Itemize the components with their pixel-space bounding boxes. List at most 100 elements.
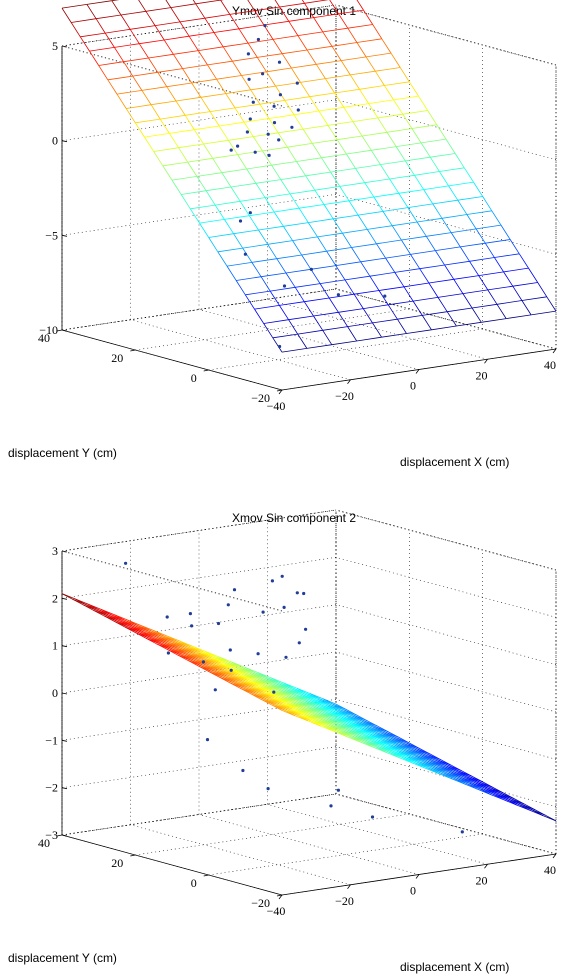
mesh-line [199,219,225,224]
mesh-line [226,265,237,281]
mesh-line [380,739,395,746]
mesh-line [171,641,185,648]
mesh-line [414,755,429,762]
mesh-line [336,730,350,737]
mesh-line [326,247,352,252]
mesh-line [407,203,433,208]
mesh-line [354,715,368,722]
mesh-line [302,700,316,707]
mesh-line [396,744,410,751]
mesh-line [108,614,123,621]
box-edge [61,288,337,331]
mesh-line [385,254,411,259]
mesh-line [123,57,149,63]
z-tick-mark [61,787,68,790]
surface-mesh [61,0,557,353]
mesh-line [261,272,287,278]
mesh-line [381,333,407,338]
mesh-line [354,735,369,742]
mesh-line [296,157,322,162]
mesh-line [445,138,456,154]
y-tick-label: −20 [251,391,270,405]
mesh-line [309,693,324,700]
mesh-line [343,103,369,108]
mesh-line [163,642,178,649]
mesh-line [155,21,181,26]
mesh-line [100,609,115,615]
data-point [329,804,333,808]
wall-gridline [335,651,557,713]
mesh-line [229,14,240,30]
mesh-line [236,667,251,674]
mesh-line [250,686,264,693]
mesh-line [417,762,431,769]
mesh-line [399,757,413,764]
mesh-line [339,182,365,187]
mesh-line [263,698,277,705]
y-tick-mark [130,854,136,857]
mesh-line [175,100,186,116]
mesh-line [247,0,256,11]
data-point [216,621,221,626]
data-point [296,108,300,112]
mesh-line [210,664,225,671]
mesh-line [318,719,332,726]
data-point [336,788,340,792]
data-point [270,579,274,583]
mesh-line [451,778,465,785]
mesh-line [280,179,291,195]
mesh-line [365,741,379,747]
mesh-line [286,702,301,709]
data-point [266,132,270,136]
mesh-line [191,78,217,84]
mesh-line [318,110,329,126]
mesh-line [431,325,457,331]
mesh-line [410,250,436,255]
mesh-line [279,2,305,8]
mesh-line [266,67,292,73]
mesh-line [419,754,434,761]
mesh-line [512,282,538,287]
mesh-line [244,666,258,673]
mesh-line [153,151,164,167]
data-point [190,624,194,628]
mesh-line [207,64,217,80]
mesh-line [150,104,161,120]
mesh-line [531,310,557,316]
mesh-line [346,149,372,155]
mesh-line [288,688,303,695]
mesh-line [332,218,343,234]
mesh-line [317,236,327,252]
mesh-line [364,178,390,184]
mesh-line [239,681,254,687]
y-axis-line [61,834,283,896]
mesh-line [238,28,249,44]
mesh-line [284,96,310,101]
mesh-line [435,250,445,266]
mesh-line [325,704,339,711]
mesh-line [247,686,262,693]
mesh-line [336,724,350,730]
mesh-line [213,656,227,663]
x-tick-mark [552,853,557,859]
mesh-line [258,692,272,699]
mesh-line [272,39,283,54]
mesh-line [135,118,161,124]
mesh-line [160,114,186,120]
mesh-line [268,118,279,134]
mesh-line [273,683,287,690]
z-tick-label: 2 [52,591,58,605]
mesh-line [466,210,492,215]
mesh-line [357,728,371,735]
mesh-line [338,723,353,730]
mesh-line [421,138,447,144]
mesh-line [262,150,272,166]
mesh-line [421,315,432,331]
mesh-line [414,175,425,190]
x-tick-mark [278,389,283,395]
mesh-line [326,725,340,732]
mesh-line [268,684,282,691]
mesh-line [383,738,397,745]
mesh-line [380,164,390,180]
mesh-line [195,652,209,659]
